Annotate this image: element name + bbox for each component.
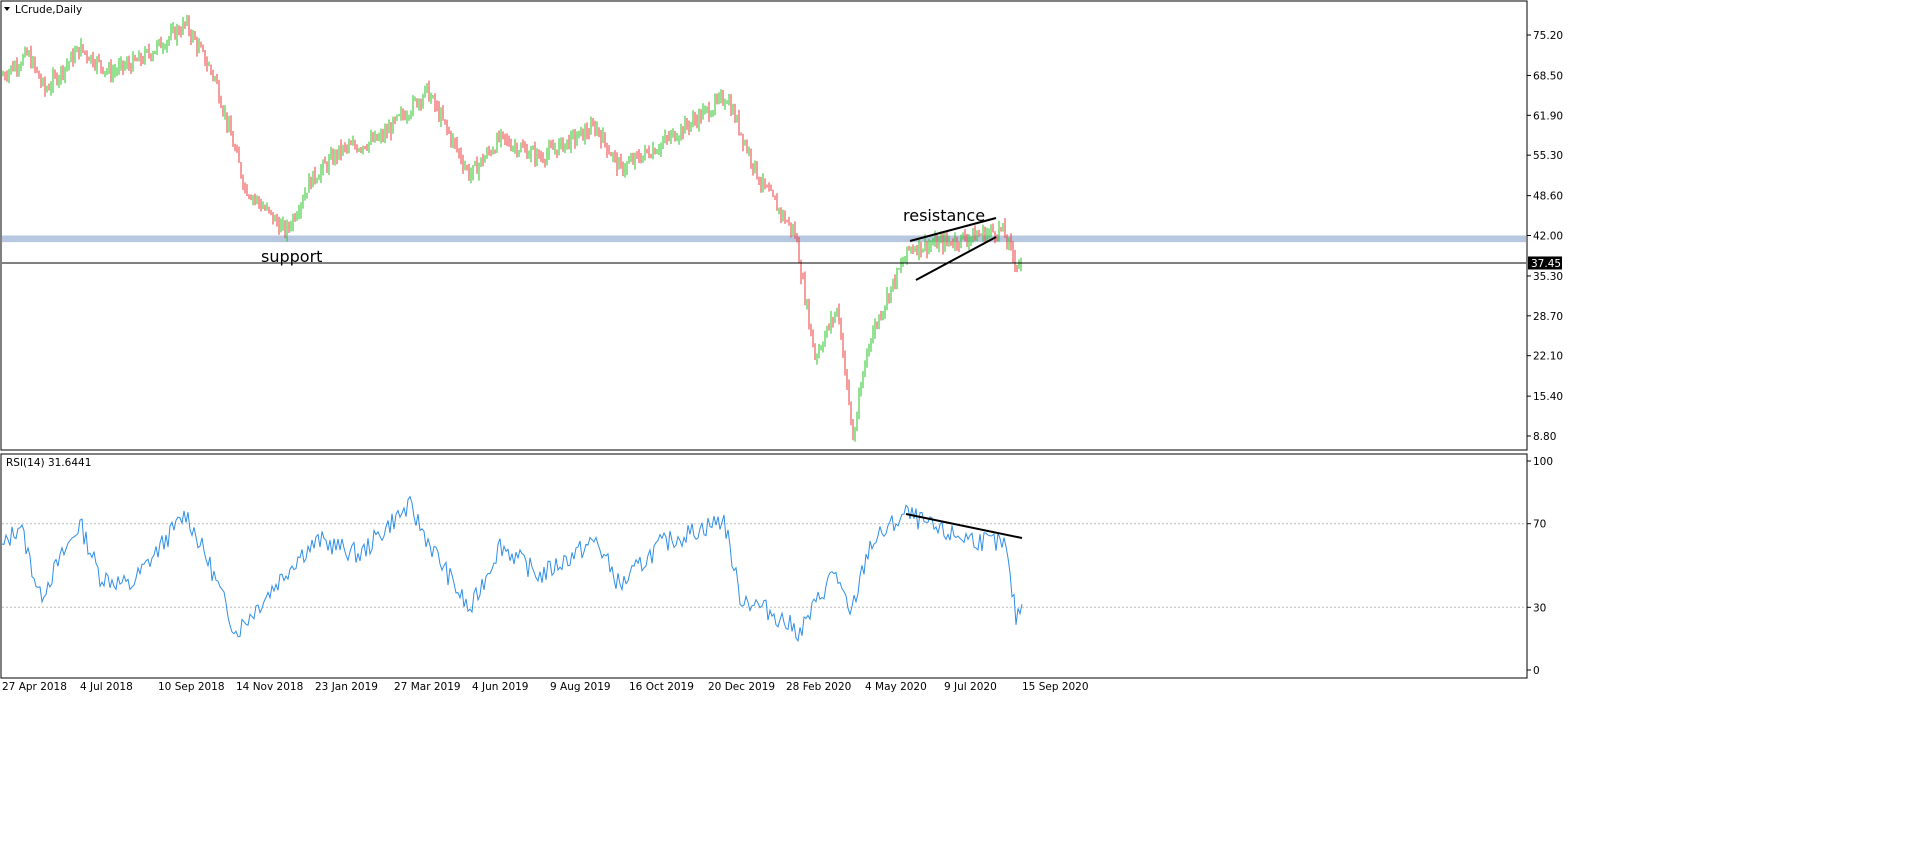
support-annotation: support: [261, 247, 322, 266]
rsi-tick-label: 100: [1533, 456, 1553, 468]
time-label: 27 Mar 2019: [394, 681, 461, 693]
time-label: 10 Sep 2018: [158, 681, 225, 693]
symbol-label: LCrude,Daily: [15, 4, 82, 16]
rsi-pane: RSI(14) 31.6441: [0, 453, 1528, 679]
time-label: 9 Jul 2020: [944, 681, 997, 693]
price-tick-label: 48.60: [1533, 191, 1563, 203]
time-label: 16 Oct 2019: [629, 681, 694, 693]
time-label: 9 Aug 2019: [550, 681, 611, 693]
collapse-triangle-icon[interactable]: [4, 7, 10, 11]
price-tick-label: 15.40: [1533, 391, 1563, 403]
time-label: 28 Feb 2020: [786, 681, 851, 693]
time-label: 4 Jul 2018: [80, 681, 133, 693]
rsi-tick-label: 70: [1533, 519, 1546, 531]
rsi-line: [1, 495, 1023, 643]
price-tick-label: 61.90: [1533, 110, 1563, 122]
price-tick-label: 22.10: [1533, 351, 1563, 363]
time-label: 15 Sep 2020: [1022, 681, 1089, 693]
price-tick-label: 68.50: [1533, 70, 1563, 82]
rsi-tick-label: 30: [1533, 602, 1546, 614]
time-label: 4 Jun 2019: [472, 681, 528, 693]
price-axis: 75.20 68.50 61.90 55.30 48.60 42.00 35.30 28.70…: [1527, 30, 1563, 443]
price-candles: [2, 14, 1022, 442]
rsi-divergence-trendline: [905, 513, 1023, 539]
time-label: 4 May 2020: [865, 681, 927, 693]
price-pane: resistance support LCrude,Daily: [0, 0, 1528, 451]
time-label: 27 Apr 2018: [2, 681, 67, 693]
resistance-annotation: resistance: [903, 206, 985, 225]
time-label: 20 Dec 2019: [708, 681, 775, 693]
rsi-pane-frame: [0, 453, 1528, 679]
rsi-axis: 100 70 30 0: [1527, 456, 1553, 677]
price-tick-label: 42.00: [1533, 231, 1563, 243]
price-tick-label: 75.20: [1533, 30, 1563, 42]
resistance-trendline-upper: [909, 217, 997, 242]
time-label: 14 Nov 2018: [236, 681, 303, 693]
current-price-tag-box: [1528, 256, 1562, 270]
time-axis: 27 Apr 2018 4 Jul 2018 10 Sep 2018 14 No…: [2, 681, 1089, 693]
current-price-tag-text: 37.45: [1531, 258, 1561, 270]
current-price-tag: 37.45: [1528, 256, 1562, 270]
price-tick-label: 35.30: [1533, 271, 1563, 283]
price-tick-label: 28.70: [1533, 311, 1563, 323]
price-tick-label: 8.80: [1533, 431, 1556, 443]
price-tick-label: 55.30: [1533, 150, 1563, 162]
resistance-trendline-lower: [915, 236, 997, 281]
price-pane-frame: [0, 0, 1528, 451]
time-label: 23 Jan 2019: [315, 681, 378, 693]
rsi-tick-label: 0: [1533, 665, 1540, 677]
support-resistance-zone: [2, 235, 1526, 243]
rsi-label: RSI(14) 31.6441: [6, 457, 91, 469]
